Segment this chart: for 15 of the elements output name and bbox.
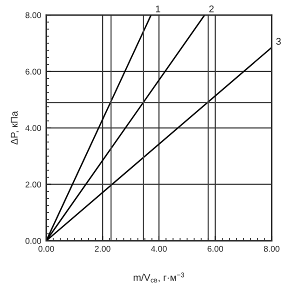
x-tick-label: 6.00 — [208, 246, 224, 252]
y-axis-title: ΔP, кПа — [10, 111, 19, 145]
y-tick-label: 2.00 — [26, 182, 42, 188]
x-tick-label: 4.00 — [151, 246, 167, 252]
x-tick-label: 8.00 — [264, 246, 280, 252]
annotation: 1 — [156, 6, 160, 12]
y-tick-label: 0.00 — [25, 238, 42, 244]
annotation: 2 — [209, 5, 214, 12]
annotation: 3 — [276, 38, 281, 45]
y-tick-label: 6.00 — [26, 68, 42, 75]
x-axis-title: m/V$_{св}$, г·м$^{−3}$ — [134, 272, 184, 282]
x-tick-label: 2.00 — [94, 246, 110, 252]
y-tick-label: 4.00 — [25, 125, 42, 132]
x-tick-label: 0.00 — [38, 246, 54, 252]
y-tick-label: 8.00 — [26, 12, 42, 18]
